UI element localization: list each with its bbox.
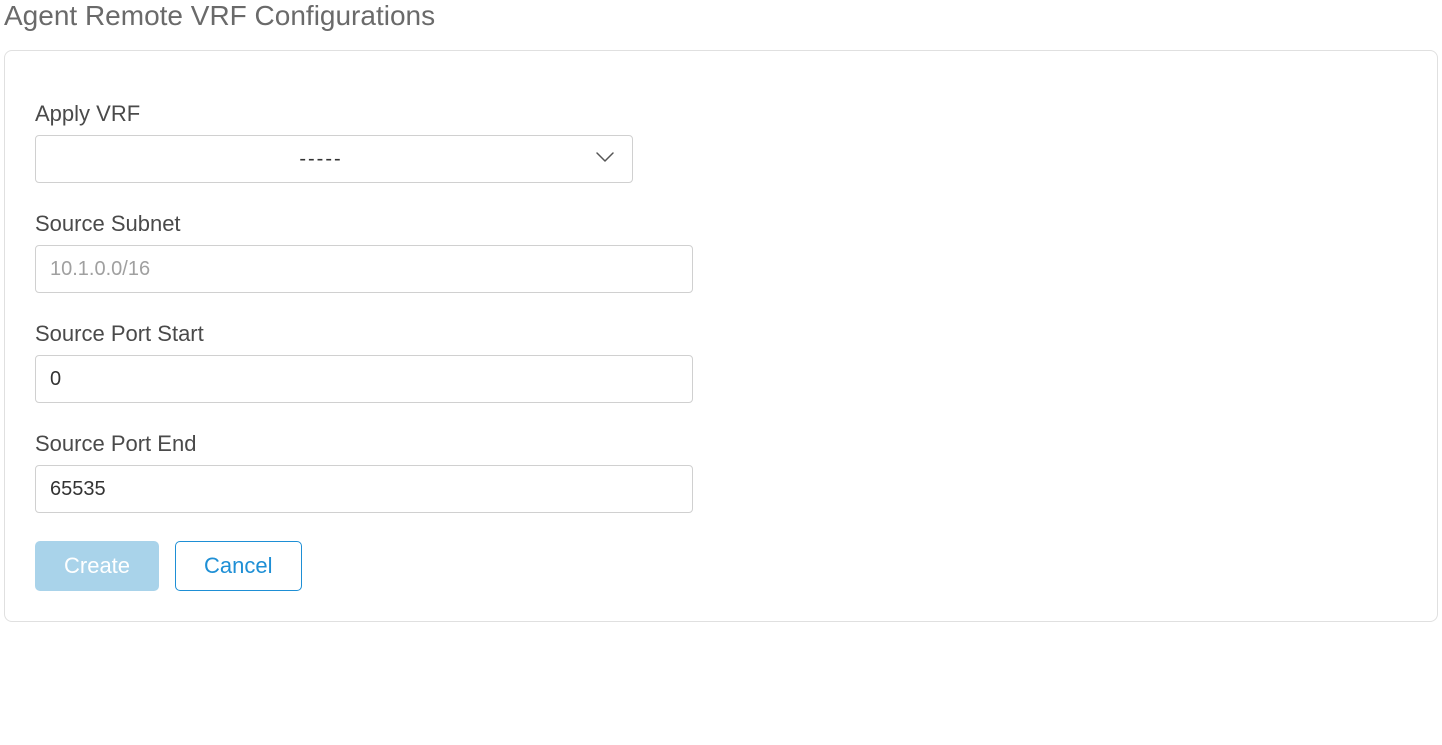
source-port-end-label: Source Port End [35, 431, 1407, 457]
create-button[interactable]: Create [35, 541, 159, 591]
page-title: Agent Remote VRF Configurations [4, 0, 1442, 32]
config-panel: Apply VRF ----- Source Subnet Source Por… [4, 50, 1438, 622]
source-subnet-group: Source Subnet [35, 211, 1407, 293]
apply-vrf-select[interactable]: ----- [35, 135, 633, 183]
cancel-button[interactable]: Cancel [175, 541, 301, 591]
apply-vrf-label: Apply VRF [35, 101, 1407, 127]
apply-vrf-group: Apply VRF ----- [35, 101, 1407, 183]
source-port-start-group: Source Port Start [35, 321, 1407, 403]
source-port-end-group: Source Port End [35, 431, 1407, 513]
source-port-start-label: Source Port Start [35, 321, 1407, 347]
button-row: Create Cancel [35, 541, 1407, 591]
apply-vrf-select-wrapper: ----- [35, 135, 633, 183]
source-subnet-input[interactable] [35, 245, 693, 293]
source-port-start-input[interactable] [35, 355, 693, 403]
source-port-end-input[interactable] [35, 465, 693, 513]
source-subnet-label: Source Subnet [35, 211, 1407, 237]
